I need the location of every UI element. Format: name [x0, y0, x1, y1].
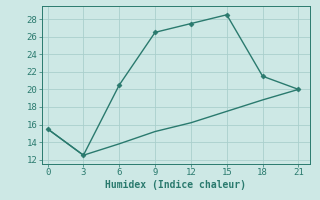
X-axis label: Humidex (Indice chaleur): Humidex (Indice chaleur) [106, 180, 246, 190]
